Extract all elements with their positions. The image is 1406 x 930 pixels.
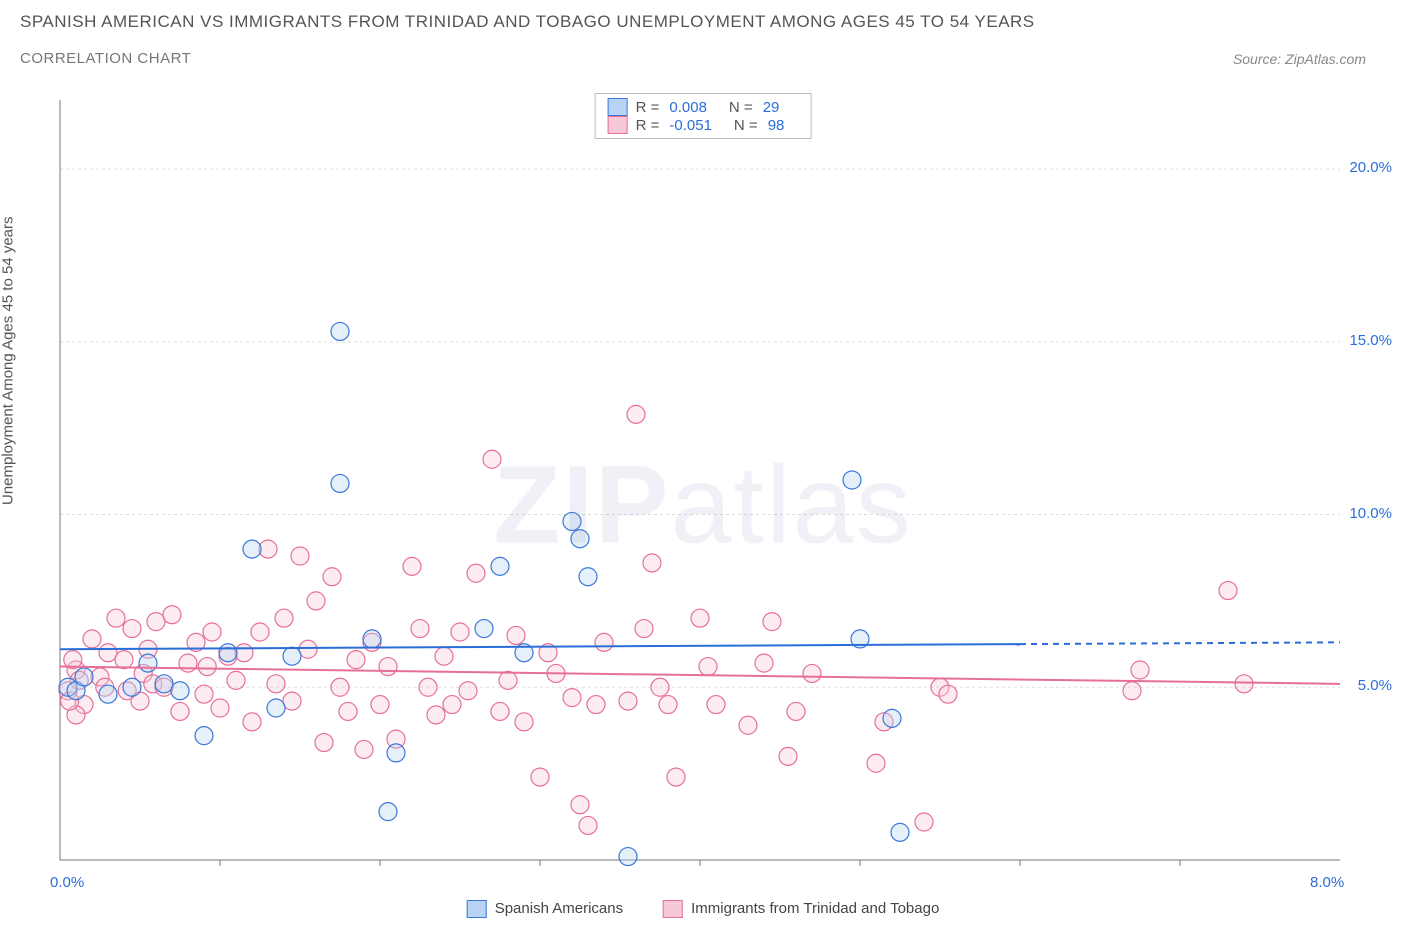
chart-area: ZIPatlas Unemployment Among Ages 45 to 5… xyxy=(0,90,1406,920)
x-axis-max: 8.0% xyxy=(1310,874,1344,891)
legend-series: Spanish Americans Immigrants from Trinid… xyxy=(467,900,940,918)
y-tick-label: 15.0% xyxy=(1349,332,1392,349)
legend-stats: R = 0.008 N = 29 R = -0.051 N = 98 xyxy=(595,93,812,139)
scatter-plot xyxy=(0,90,1406,890)
y-tick-label: 10.0% xyxy=(1349,505,1392,522)
y-tick-label: 20.0% xyxy=(1349,159,1392,176)
chart-subtitle: CORRELATION CHART xyxy=(20,50,191,67)
source-label: Source: ZipAtlas.com xyxy=(1233,51,1366,67)
y-tick-label: 5.0% xyxy=(1358,677,1392,694)
x-axis-origin: 0.0% xyxy=(50,874,84,891)
y-axis-label: Unemployment Among Ages 45 to 54 years xyxy=(0,216,17,505)
chart-title: SPANISH AMERICAN VS IMMIGRANTS FROM TRIN… xyxy=(20,12,1386,32)
